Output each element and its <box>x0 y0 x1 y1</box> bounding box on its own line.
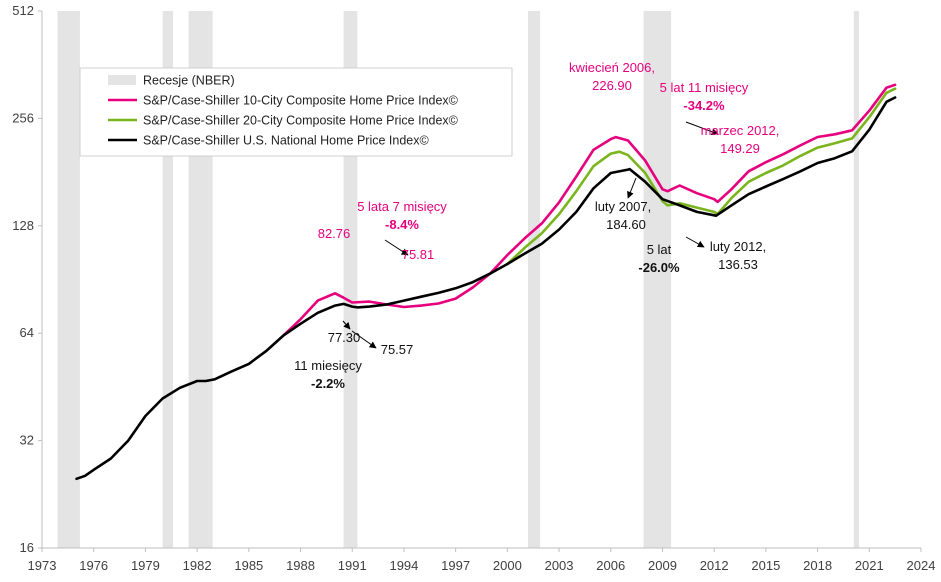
annotation-label: kwiecień 2006, <box>569 60 655 75</box>
annotation-arrows <box>342 121 719 349</box>
annotation-label: 5 lat <box>647 242 672 257</box>
x-tick-label: 2006 <box>596 558 625 573</box>
annotation-label: 77.30 <box>328 330 361 345</box>
x-tick-label: 1991 <box>338 558 367 573</box>
annotation-label: 136.53 <box>718 257 758 272</box>
recession-band <box>853 11 859 548</box>
x-tick-label: 2012 <box>700 558 729 573</box>
legend-label-s20: S&P/Case-Shiller 20-City Composite Home … <box>143 114 459 128</box>
annotation-label: luty 2007, <box>595 199 651 214</box>
legend-swatch-recession <box>108 75 136 85</box>
x-tick-label: 2015 <box>751 558 780 573</box>
x-tick-label: 1976 <box>79 558 108 573</box>
series-line-s20 <box>506 87 897 266</box>
series-line-s10 <box>282 83 897 337</box>
annotation-label: luty 2012, <box>710 239 766 254</box>
x-tick-label: 1979 <box>131 558 160 573</box>
x-tick-label: 1982 <box>183 558 212 573</box>
legend: Recesje (NBER) S&P/Case-Shiller 10-City C… <box>79 67 513 157</box>
annotation-label: 5 lata 7 misięcy <box>357 199 447 214</box>
annotation-label: -34.2% <box>683 98 725 113</box>
annotation-arrow <box>685 236 705 248</box>
x-tick-label: 2018 <box>803 558 832 573</box>
annotation-label: 149.29 <box>720 141 760 156</box>
y-tick-label: 128 <box>12 218 34 233</box>
annotation-label: 82.76 <box>318 226 351 241</box>
annotation-label: 5 lat 11 misięcy <box>660 80 749 95</box>
annotation-arrow <box>685 121 719 136</box>
annotation-arrow <box>351 330 377 349</box>
recession-band <box>162 11 173 548</box>
annotation-label: marzec 2012, <box>701 123 780 138</box>
recession-band <box>528 11 541 548</box>
annotation-arrow <box>384 239 409 256</box>
annotation-label: -8.4% <box>385 217 419 232</box>
annotation-label: -26.0% <box>638 260 680 275</box>
legend-label-recession: Recesje (NBER) <box>143 74 235 88</box>
annotation-arrow <box>627 177 637 199</box>
annotation-label: 75.81 <box>402 247 435 262</box>
legend-label-s10: S&P/Case-Shiller 10-City Composite Home … <box>143 94 459 108</box>
x-tick-label: 2009 <box>648 558 677 573</box>
annotation-label: 11 miesięcy <box>294 358 362 373</box>
annotation-label: 184.60 <box>606 217 646 232</box>
recession-band <box>57 11 80 548</box>
x-tick-label: 1994 <box>389 558 418 573</box>
annotation-arrow <box>342 320 351 330</box>
annotation-label: 226.90 <box>592 78 632 93</box>
axes: 16 32 64 128 256 512 1973 1976 1979 1982 1985 1988 1… <box>12 3 935 573</box>
series-lines <box>75 83 897 481</box>
y-tick-label: 64 <box>20 325 34 340</box>
legend-box <box>79 67 513 157</box>
x-tick-label: 1973 <box>28 558 57 573</box>
annotation-label: -2.2% <box>311 376 345 391</box>
x-tick-label: 2003 <box>545 558 574 573</box>
legend-label-nat: S&P/Case-Shiller U.S. National Home Pric… <box>143 134 430 148</box>
x-tick-label: 2000 <box>493 558 522 573</box>
series-line-nat <box>75 96 897 481</box>
x-tick-label: 1988 <box>286 558 315 573</box>
x-tick-label: 2024 <box>907 558 936 573</box>
y-tick-label: 512 <box>12 3 34 18</box>
annotation-label: 75.57 <box>381 342 414 357</box>
y-tick-label: 32 <box>20 433 34 448</box>
x-tick-label: 1985 <box>234 558 263 573</box>
annotations: kwiecień 2006, 226.90 5 lat 11 misięcy -34.… <box>294 60 779 391</box>
y-tick-label: 16 <box>20 540 34 555</box>
y-tick-label: 256 <box>12 110 34 125</box>
recession-band <box>643 11 672 548</box>
x-tick-label: 2021 <box>855 558 884 573</box>
x-tick-label: 1997 <box>441 558 470 573</box>
